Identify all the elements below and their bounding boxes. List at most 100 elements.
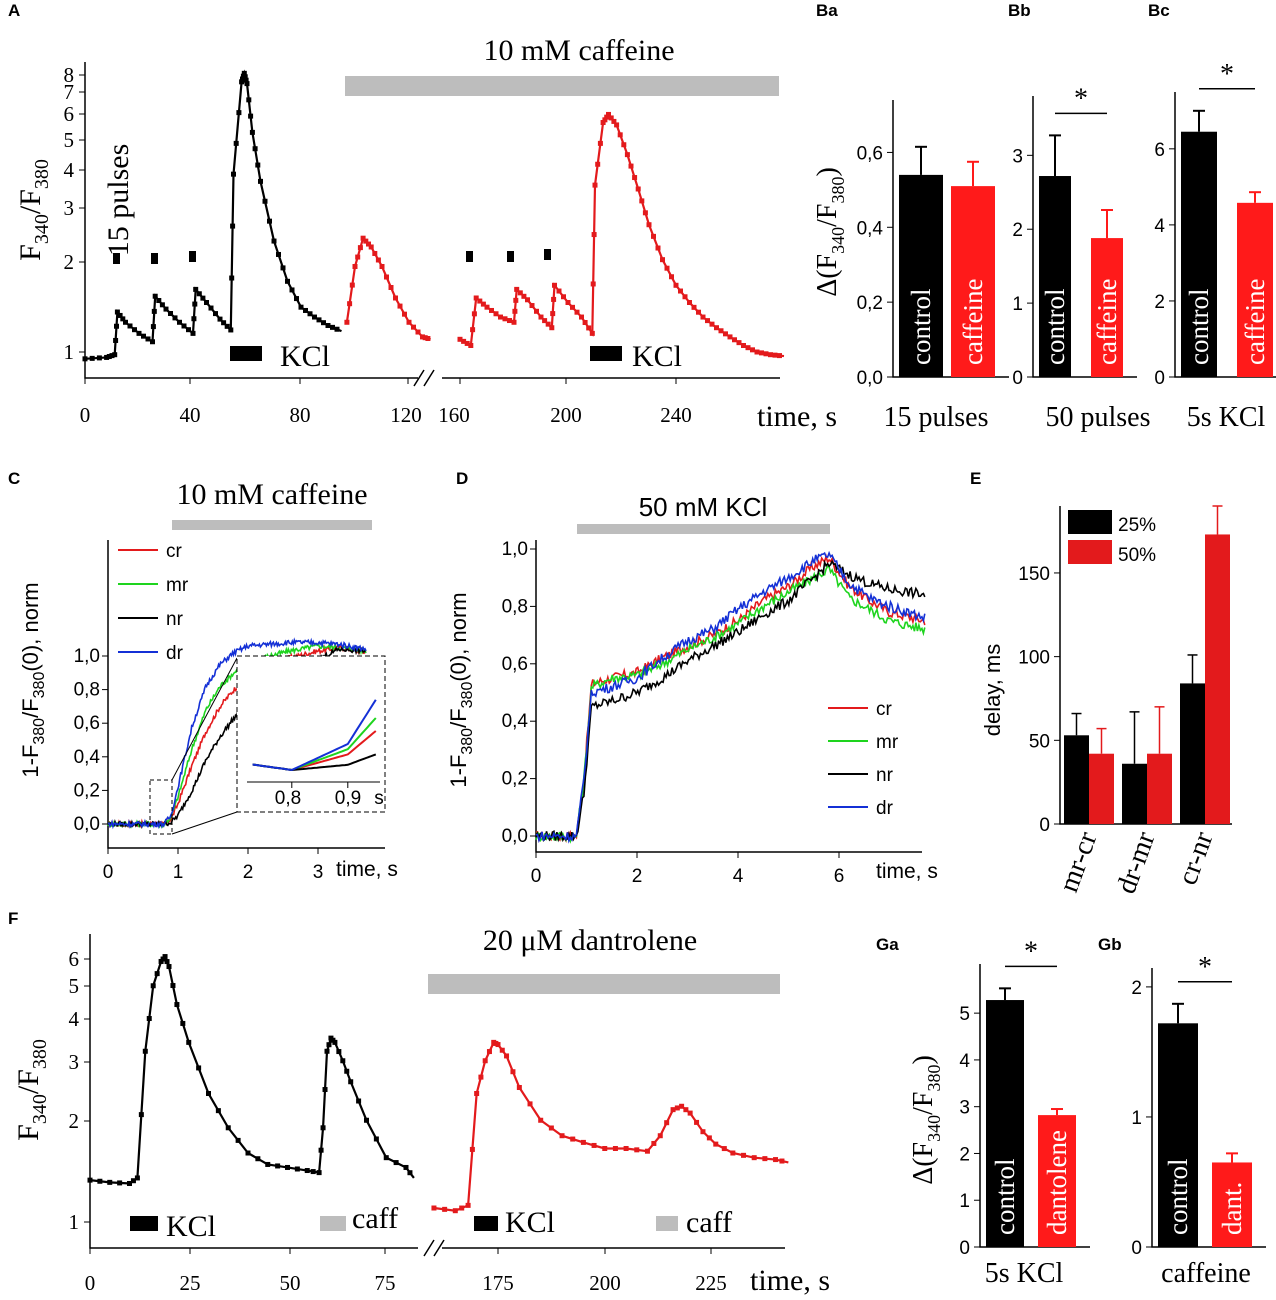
legend-label-nr: nr — [166, 609, 184, 630]
data-point — [621, 142, 627, 148]
data-point — [191, 316, 197, 322]
panel-f-kcl-label: KCl — [166, 1210, 216, 1243]
data-point — [420, 334, 425, 340]
legend-label-mr: mr — [166, 575, 189, 596]
bar-caffeine — [1237, 202, 1273, 377]
data-point — [591, 232, 597, 238]
data-point — [120, 316, 126, 322]
data-point — [586, 325, 592, 331]
data-point — [402, 311, 407, 317]
data-point — [114, 309, 120, 315]
tick-label: 6 — [69, 947, 80, 971]
bar-25% — [1122, 763, 1147, 824]
panel-f-caff-label-2: caff — [686, 1206, 732, 1239]
data-point — [213, 311, 218, 317]
data-point — [612, 1145, 618, 1151]
data-point — [579, 314, 584, 320]
data-point — [406, 319, 412, 325]
data-point — [258, 178, 263, 184]
data-point — [325, 323, 331, 329]
data-point — [336, 1049, 342, 1055]
data-point — [196, 1065, 202, 1071]
tick-label: 3 — [1012, 146, 1023, 167]
tick-label: 1,0 — [74, 646, 100, 667]
data-point — [706, 1135, 712, 1141]
data-point — [145, 336, 151, 342]
tick-label: 2 — [243, 862, 254, 883]
data-point — [280, 265, 286, 271]
data-point — [150, 324, 156, 330]
panel-c-ylabel: 1-F380/F380(0), norm — [18, 582, 48, 777]
tick-label: 0 — [103, 862, 114, 883]
tick-label: 0 — [85, 1271, 96, 1295]
data-point — [303, 307, 308, 313]
data-point — [595, 161, 601, 167]
legend-label-dr: dr — [166, 643, 184, 664]
legend-swatch-50% — [1068, 540, 1112, 564]
data-point — [164, 959, 170, 965]
data-point — [486, 1049, 492, 1055]
tick-label: 0,8 — [74, 680, 100, 701]
data-point — [384, 274, 389, 280]
pulse-marker — [507, 251, 514, 262]
bar-label: control — [1163, 1159, 1193, 1235]
data-point — [484, 304, 490, 310]
data-point — [696, 309, 701, 315]
tick-label: 160 — [438, 403, 470, 427]
data-point — [316, 1170, 322, 1176]
panel-e-bars: 0 50 100 150 mr-cr dr-mr cr-nr 25% 50% — [1018, 505, 1230, 898]
data-point — [714, 325, 719, 331]
category-label: mr-cr — [1053, 827, 1103, 896]
bar-label: control — [906, 289, 936, 365]
data-point — [687, 300, 692, 306]
panel-f-caff-marker — [320, 1216, 346, 1231]
data-point — [150, 983, 156, 989]
panel-b: Ba Bb Bc Δ(F340/F380) 0,0 0,2 0,4 0,6 contro… — [812, 1, 1276, 433]
axis-break — [413, 369, 435, 387]
data-point — [221, 320, 227, 326]
data-point — [326, 1042, 332, 1048]
data-point — [294, 296, 299, 302]
bar-control — [1039, 176, 1071, 377]
data-point — [471, 311, 477, 317]
tick-label: 0,4 — [857, 218, 884, 239]
data-point — [231, 171, 236, 177]
data-point — [320, 1125, 326, 1131]
significance-star: * — [1220, 59, 1234, 90]
legend-label-cr: cr — [166, 541, 183, 562]
panel-bc-bars: 0 2 4 6 control caffeine * — [1154, 59, 1276, 389]
data-point — [174, 1002, 180, 1008]
tick-label: 0,6 — [74, 713, 100, 734]
data-point — [322, 1087, 328, 1093]
data-point — [773, 1157, 779, 1163]
data-point — [751, 1155, 757, 1161]
panel-f-caff-label: caff — [352, 1202, 398, 1235]
data-point — [134, 1175, 140, 1181]
panel-gb-bars: 0 1 2 control dant. * — [1131, 952, 1266, 1259]
data-point — [718, 328, 724, 334]
data-point — [507, 318, 512, 324]
data-point — [513, 297, 519, 303]
tick-label: 6 — [64, 102, 75, 126]
data-point — [127, 323, 133, 329]
tick-label: 0 — [959, 1238, 970, 1259]
data-point — [517, 290, 523, 296]
data-point — [181, 323, 187, 329]
data-point — [312, 314, 317, 320]
panel-f-kcl-label-2: KCl — [505, 1206, 555, 1239]
bar-label: control — [1184, 289, 1214, 365]
data-point — [298, 304, 304, 310]
data-point — [473, 295, 479, 301]
data-point — [330, 324, 335, 330]
panel-d-drug-label: 50 mM KCl — [639, 492, 768, 522]
data-point — [154, 971, 160, 977]
data-point — [651, 233, 656, 239]
data-point — [166, 964, 172, 970]
pulse-marker — [113, 253, 120, 264]
tick-label: 4 — [69, 1007, 80, 1031]
panel-f-ylabel: F340/F380 — [12, 1039, 51, 1141]
bar-caffeine — [951, 186, 995, 377]
panel-d-drug-bar — [577, 524, 830, 534]
trace-control — [89, 954, 415, 1185]
bar-label: control — [1040, 289, 1070, 365]
